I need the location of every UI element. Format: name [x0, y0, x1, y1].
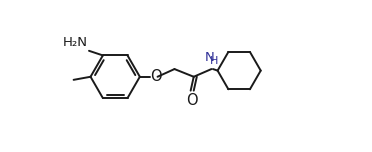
Text: H₂N: H₂N [63, 36, 88, 49]
Text: H: H [210, 56, 219, 66]
Text: O: O [151, 69, 162, 84]
Text: O: O [186, 93, 198, 108]
Text: N: N [204, 51, 214, 64]
